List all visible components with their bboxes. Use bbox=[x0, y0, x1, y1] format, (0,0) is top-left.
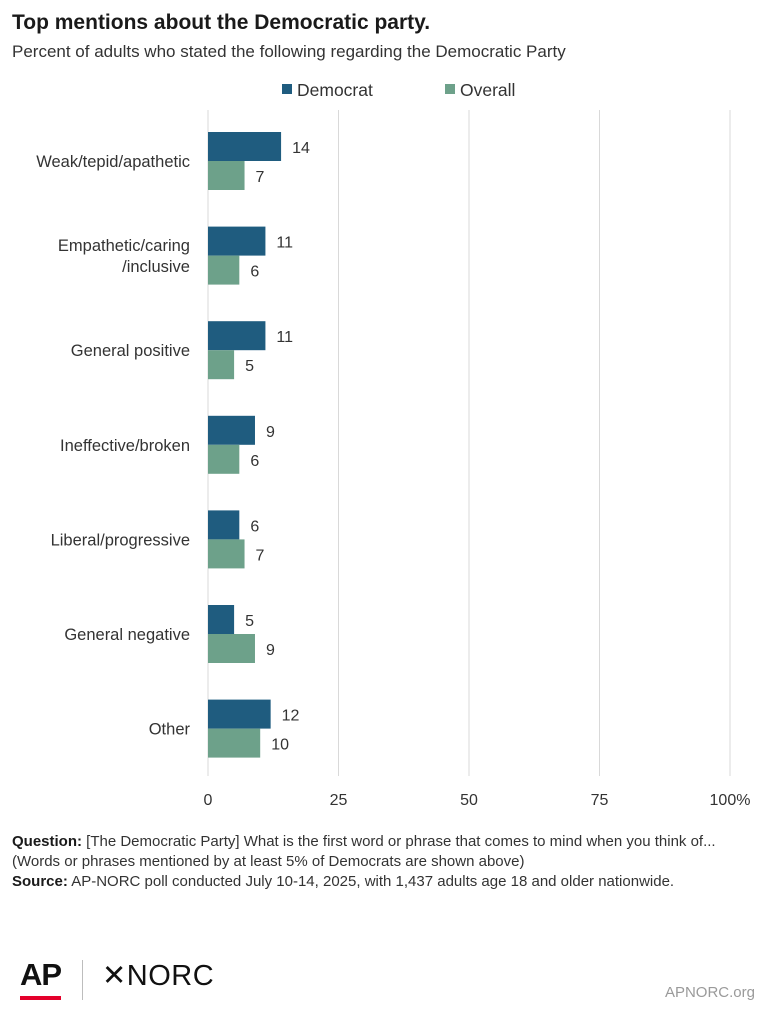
category-label: Weak/tepid/apathetic bbox=[36, 153, 190, 171]
source-text: AP-NORC poll conducted July 10-14, 2025,… bbox=[71, 873, 675, 890]
data-label: 6 bbox=[250, 264, 259, 281]
data-label: 7 bbox=[256, 547, 265, 564]
bar-democrat bbox=[208, 132, 282, 161]
bar-overall bbox=[208, 728, 261, 758]
chart-svg: 0 25 50 75 100%Democrat Overall147Weak/tepid/… bbox=[36, 80, 751, 809]
bar-democrat bbox=[208, 605, 235, 634]
legend-swatch-democrat bbox=[282, 84, 292, 94]
question-note: Question: [The Democratic Party] What is… bbox=[12, 832, 757, 852]
x-tick-label: 100% bbox=[710, 792, 751, 809]
data-label: 7 bbox=[256, 169, 265, 186]
category-label: Empathetic/caring bbox=[58, 237, 190, 255]
data-label: 9 bbox=[266, 642, 275, 659]
bar-democrat bbox=[208, 699, 271, 729]
data-label: 9 bbox=[266, 424, 275, 441]
x-tick-label: 50 bbox=[460, 792, 478, 809]
norc-logo: ✕NORC bbox=[102, 960, 215, 992]
chart-title: Top mentions about the Democratic party. bbox=[12, 11, 431, 34]
data-label: 5 bbox=[245, 358, 254, 375]
bar-democrat bbox=[208, 321, 266, 351]
x-tick-label: 75 bbox=[591, 792, 609, 809]
bar-overall bbox=[208, 539, 245, 569]
data-label: 6 bbox=[250, 453, 259, 470]
category-label: Other bbox=[149, 721, 191, 739]
source-label: Source: bbox=[12, 873, 68, 890]
bar-democrat bbox=[208, 510, 240, 540]
bar-democrat bbox=[208, 415, 255, 445]
site-url: APNORC.org bbox=[664, 984, 755, 1001]
bar-overall bbox=[208, 634, 255, 663]
data-label: 11 bbox=[276, 235, 293, 252]
chart-notes: Question: [The Democratic Party] What is… bbox=[12, 832, 757, 892]
bar-chart: 0 25 50 75 100% Democrat Overall 14 7 Weak/tepid/… bbox=[0, 70, 767, 820]
category-label: Ineffective/broken bbox=[60, 437, 190, 455]
ap-logo: AP bbox=[20, 957, 62, 992]
bar-overall bbox=[208, 350, 235, 380]
data-label: 6 bbox=[250, 518, 259, 535]
category-label: General negative bbox=[64, 626, 190, 644]
chart-subtitle: Percent of adults who stated the followi… bbox=[12, 42, 566, 61]
category-label: General positive bbox=[71, 342, 190, 360]
data-label: 14 bbox=[292, 140, 310, 157]
data-label: 11 bbox=[276, 329, 293, 346]
footer: AP ✕NORC APNORC.org bbox=[0, 950, 767, 1024]
data-label: 5 bbox=[245, 613, 254, 630]
source-note: Source: AP-NORC poll conducted July 10-1… bbox=[12, 872, 757, 892]
question-text: [The Democratic Party] What is the first… bbox=[86, 833, 716, 850]
data-label: 10 bbox=[271, 737, 289, 754]
data-label: 12 bbox=[282, 708, 300, 725]
x-tick-label: 0 bbox=[204, 792, 213, 809]
legend-label-democrat: Democrat bbox=[297, 80, 373, 100]
threshold-note: (Words or phrases mentioned by at least … bbox=[12, 853, 525, 870]
ap-logo-underline bbox=[20, 996, 61, 1000]
category-label: Liberal/progressive bbox=[51, 531, 190, 549]
x-tick-label: 25 bbox=[330, 792, 348, 809]
bar-overall bbox=[208, 444, 240, 474]
legend-label-overall: Overall bbox=[460, 80, 515, 100]
bar-overall bbox=[208, 161, 245, 190]
bar-democrat bbox=[208, 226, 266, 256]
logo-divider bbox=[82, 960, 83, 1000]
category-label: /inclusive bbox=[122, 258, 190, 276]
question-label: Question: bbox=[12, 833, 82, 850]
bar-overall bbox=[208, 255, 240, 285]
legend-swatch-overall bbox=[445, 84, 455, 94]
